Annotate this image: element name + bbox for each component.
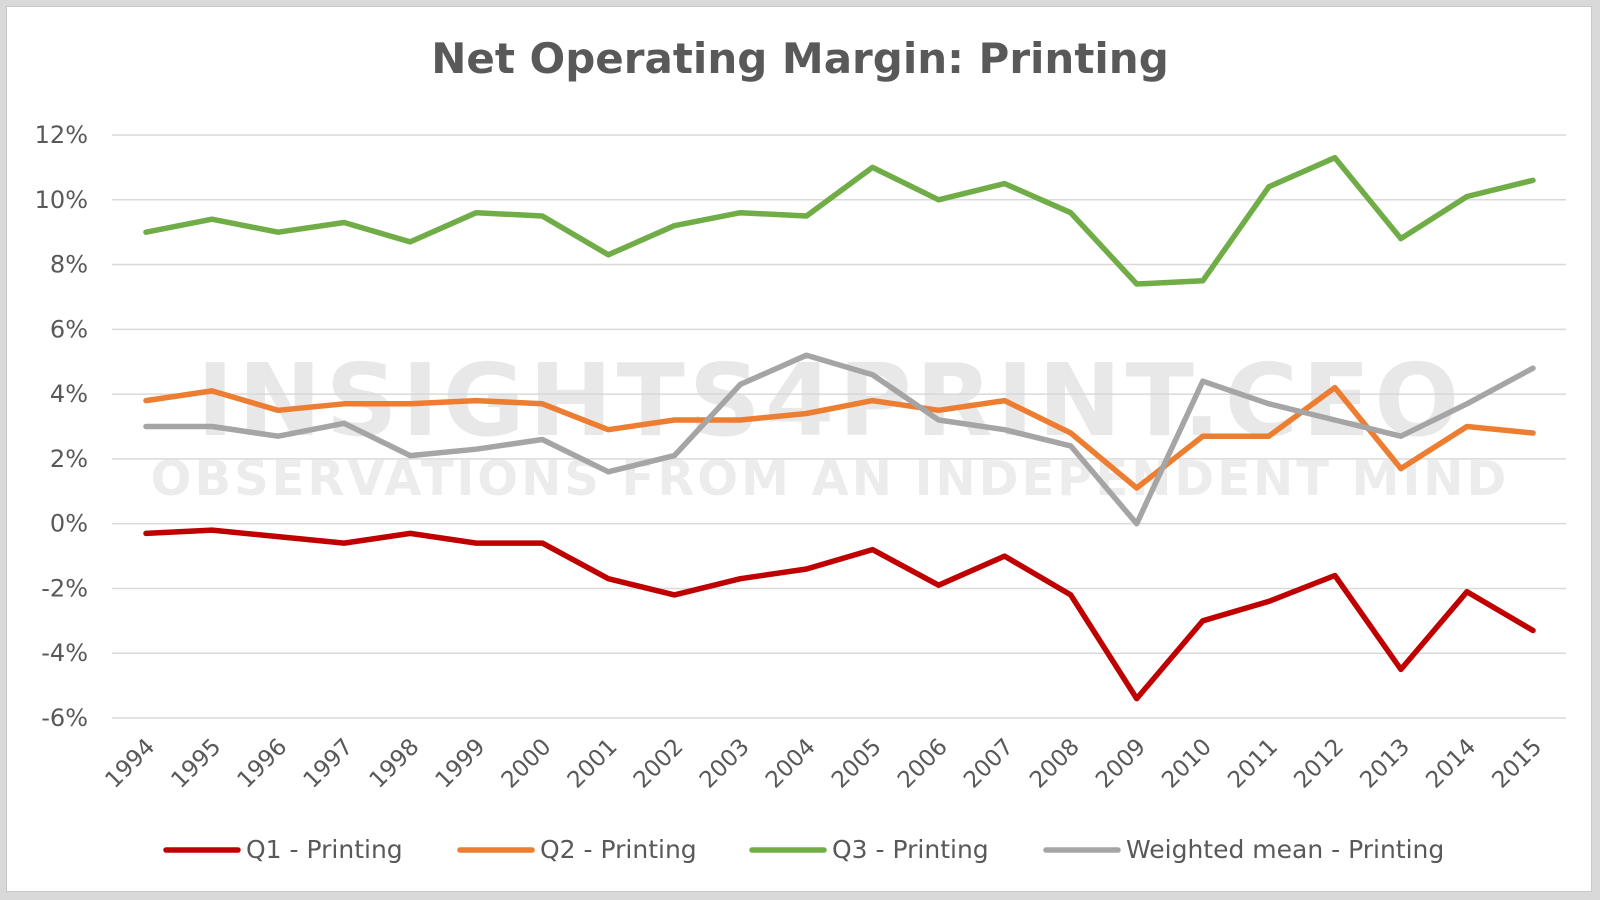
x-tick-label: 1994 bbox=[100, 734, 160, 794]
x-tick-label: 1995 bbox=[167, 734, 227, 794]
grid bbox=[112, 134, 1566, 719]
x-tick-label: 2001 bbox=[563, 734, 623, 794]
x-tick-label: 2004 bbox=[761, 734, 821, 794]
x-tick-label: 2006 bbox=[893, 734, 953, 794]
x-tick-label: 1996 bbox=[233, 734, 293, 794]
series-line-3 bbox=[143, 154, 1536, 287]
y-tick-label: -2% bbox=[41, 574, 88, 602]
y-tick-label: -6% bbox=[41, 704, 88, 732]
x-tick-label: 1999 bbox=[431, 734, 491, 794]
x-tick-label: 2009 bbox=[1091, 734, 1151, 794]
y-tick-label: 6% bbox=[50, 315, 88, 343]
x-tick-label: 2010 bbox=[1157, 734, 1217, 794]
x-tick-label: 2014 bbox=[1421, 734, 1481, 794]
x-tick-label: 2002 bbox=[629, 734, 689, 794]
y-axis: -6% -4% -2% 0% 2% 4% 6% 8% 10% 12% bbox=[35, 121, 88, 732]
x-tick-label: 2015 bbox=[1487, 734, 1547, 794]
x-tick-label: 2012 bbox=[1289, 734, 1349, 794]
chart-frame bbox=[6, 6, 1592, 892]
x-tick-label: 2007 bbox=[959, 734, 1019, 794]
legend: Q1 - Printing Q2 - Printing Q3 - Printing W… bbox=[163, 835, 1444, 864]
x-tick-label: 2000 bbox=[497, 734, 557, 794]
legend-label: Q1 - Printing bbox=[246, 835, 403, 864]
x-tick-label: 1998 bbox=[365, 734, 425, 794]
series-lines bbox=[143, 154, 1536, 702]
y-tick-label: -4% bbox=[41, 639, 88, 667]
chart-title: Net Operating Margin: Printing bbox=[431, 34, 1169, 83]
x-tick-label: 2008 bbox=[1025, 734, 1085, 794]
series-line-4 bbox=[143, 352, 1536, 527]
y-tick-label: 8% bbox=[50, 251, 88, 279]
y-tick-label: 0% bbox=[50, 510, 88, 538]
x-tick-label: 2011 bbox=[1223, 734, 1283, 794]
y-tick-label: 4% bbox=[50, 380, 88, 408]
y-tick-label: 12% bbox=[35, 121, 88, 149]
x-tick-label: 2013 bbox=[1355, 734, 1415, 794]
y-tick-label: 2% bbox=[50, 445, 88, 473]
watermark-subtitle: OBSERVATIONS FROM AN INDEPENDENT MIND bbox=[151, 451, 1510, 507]
y-tick-label: 10% bbox=[35, 186, 88, 214]
x-tick-label: 2003 bbox=[695, 734, 755, 794]
x-tick-label: 2005 bbox=[827, 734, 887, 794]
x-axis: 1994 1995 1996 1997 1998 1999 2000 2001 2002 2003… bbox=[100, 734, 1547, 794]
series-line-1 bbox=[143, 527, 1536, 702]
legend-label: Q2 - Printing bbox=[540, 835, 697, 864]
x-tick-label: 1997 bbox=[299, 734, 359, 794]
legend-label: Weighted mean - Printing bbox=[1126, 835, 1444, 864]
legend-label: Q3 - Printing bbox=[832, 835, 989, 864]
watermark: INSIGHTS4PRINT.CEO OBSERVATIONS FROM AN … bbox=[151, 342, 1510, 507]
